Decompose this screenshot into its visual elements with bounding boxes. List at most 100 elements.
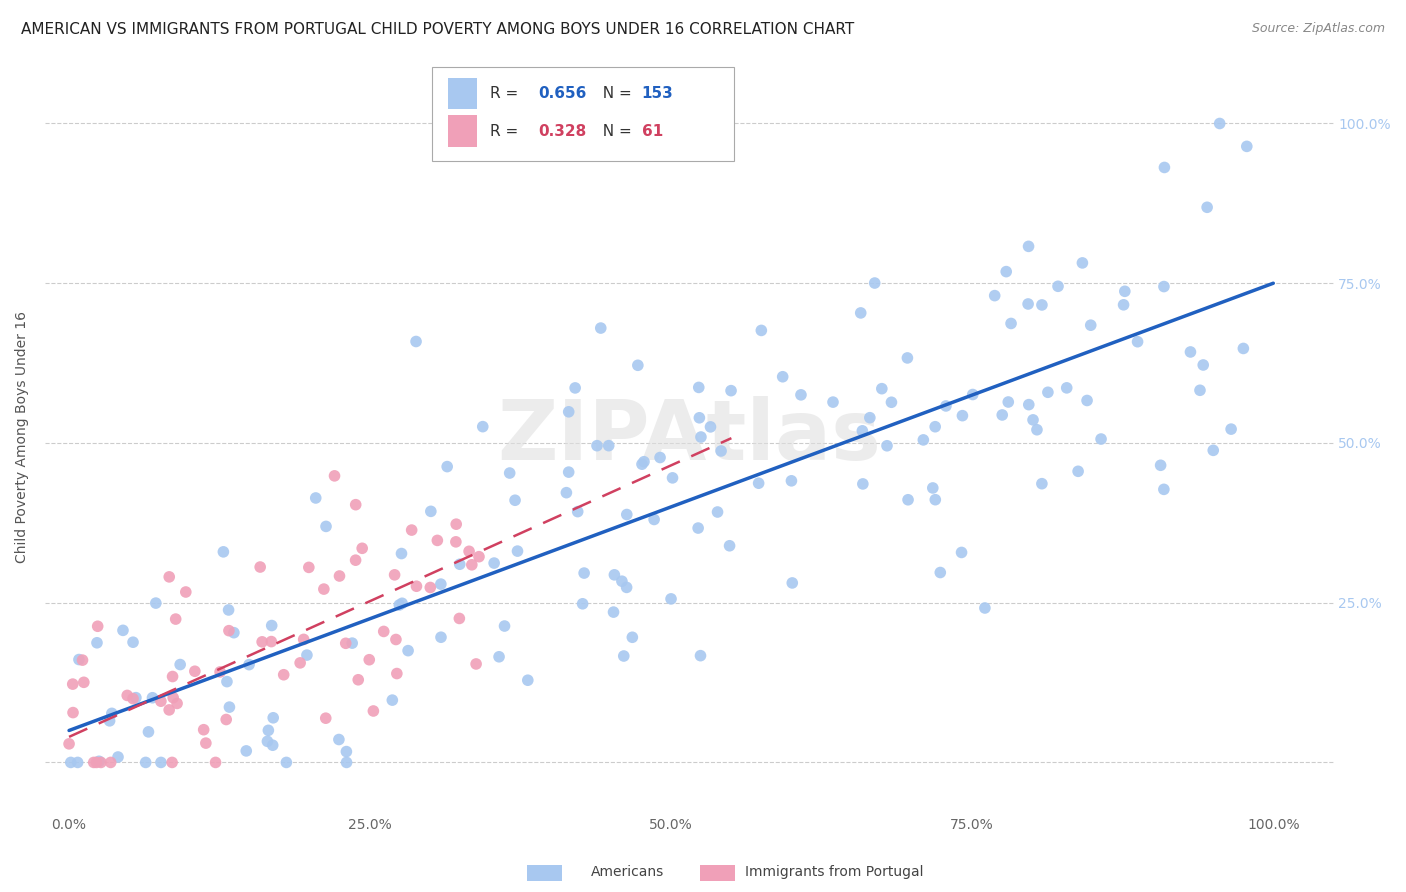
Point — [468, 549, 491, 564]
Point — [1188, 384, 1211, 398]
Point — [706, 505, 728, 519]
Point — [384, 567, 406, 582]
Point — [648, 450, 671, 465]
Point — [59, 756, 82, 770]
Point — [494, 619, 516, 633]
Point — [555, 485, 578, 500]
Point — [436, 459, 458, 474]
Point — [162, 690, 184, 705]
Point — [212, 545, 235, 559]
Point — [935, 399, 957, 413]
Point — [1192, 358, 1215, 372]
Point — [215, 713, 238, 727]
Point — [602, 605, 624, 619]
Point — [749, 323, 772, 337]
Point — [323, 468, 346, 483]
Text: N =: N = — [592, 86, 637, 101]
Point — [260, 634, 283, 648]
Point — [991, 408, 1014, 422]
Point — [385, 632, 408, 647]
Point — [962, 387, 984, 401]
Point — [218, 700, 240, 714]
Point — [405, 579, 427, 593]
Point — [482, 556, 505, 570]
Point — [256, 734, 278, 748]
Point — [249, 560, 271, 574]
Point — [1076, 393, 1098, 408]
Point — [1000, 317, 1022, 331]
Point — [86, 619, 108, 633]
Point — [950, 545, 973, 559]
FancyBboxPatch shape — [432, 67, 734, 161]
Point — [499, 466, 522, 480]
Point — [557, 465, 579, 479]
Point — [1220, 422, 1243, 436]
Point — [401, 523, 423, 537]
Point — [983, 288, 1005, 302]
Point — [218, 603, 240, 617]
Point — [312, 582, 335, 596]
Point — [589, 321, 612, 335]
Point — [571, 597, 593, 611]
Point — [385, 666, 408, 681]
Point — [305, 491, 328, 505]
Point — [720, 384, 742, 398]
Point — [461, 558, 484, 572]
Point — [115, 689, 138, 703]
Point — [335, 745, 357, 759]
Point — [458, 544, 481, 558]
Point — [160, 756, 183, 770]
Point — [821, 395, 844, 409]
Point — [643, 512, 665, 526]
Point — [328, 569, 350, 583]
Point — [149, 694, 172, 708]
Point — [262, 711, 284, 725]
Point — [419, 504, 441, 518]
Point — [262, 738, 284, 752]
Point — [66, 756, 89, 770]
Point — [876, 439, 898, 453]
Point — [169, 657, 191, 672]
Point — [273, 667, 295, 681]
Point — [610, 574, 633, 589]
Point — [995, 265, 1018, 279]
Point — [780, 474, 803, 488]
Point — [1018, 398, 1040, 412]
Point — [419, 581, 441, 595]
Point — [1071, 256, 1094, 270]
Point — [748, 476, 770, 491]
Point — [564, 381, 586, 395]
Text: ZIPAtlas: ZIPAtlas — [498, 396, 882, 477]
Point — [1197, 200, 1219, 214]
Point — [1180, 345, 1202, 359]
Point — [347, 673, 370, 687]
Point — [896, 351, 918, 365]
Point — [631, 457, 654, 471]
Point — [1112, 298, 1135, 312]
Point — [122, 691, 145, 706]
Point — [292, 632, 315, 647]
Point — [859, 410, 882, 425]
Point — [1022, 413, 1045, 427]
Point — [430, 577, 453, 591]
Point — [952, 409, 974, 423]
Point — [572, 566, 595, 580]
Point — [718, 539, 741, 553]
Bar — [449, 115, 477, 147]
Point — [1036, 385, 1059, 400]
Point — [162, 669, 184, 683]
Point — [235, 744, 257, 758]
Point — [111, 624, 134, 638]
Point — [1090, 432, 1112, 446]
Point — [1047, 279, 1070, 293]
Point — [335, 756, 357, 770]
Point — [165, 612, 187, 626]
Point — [260, 618, 283, 632]
Point — [62, 677, 84, 691]
Point — [506, 544, 529, 558]
Point — [851, 424, 873, 438]
Point — [598, 439, 620, 453]
Point — [471, 419, 494, 434]
Bar — [449, 78, 477, 110]
Point — [86, 636, 108, 650]
